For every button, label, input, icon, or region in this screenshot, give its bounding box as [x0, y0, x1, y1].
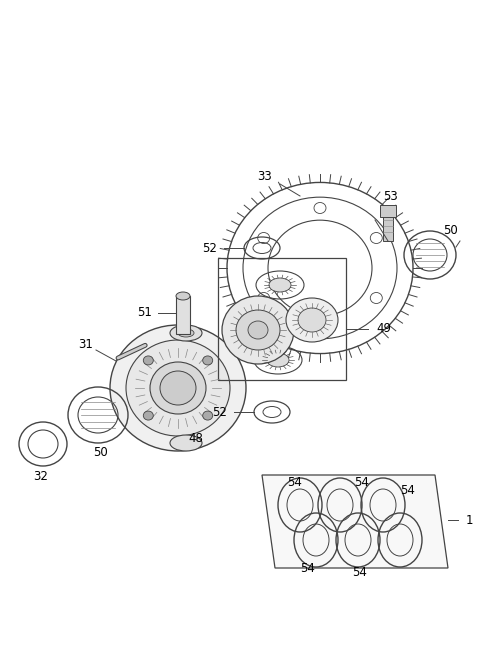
Text: 32: 32: [34, 470, 48, 483]
Text: 54: 54: [353, 565, 367, 579]
Text: 49: 49: [376, 323, 392, 335]
Ellipse shape: [269, 278, 291, 292]
Bar: [383, 215, 393, 241]
Bar: [176, 296, 190, 334]
Ellipse shape: [370, 232, 382, 243]
Ellipse shape: [314, 323, 326, 333]
Ellipse shape: [144, 356, 153, 365]
Text: 54: 54: [355, 476, 370, 489]
Ellipse shape: [150, 362, 206, 414]
Text: 48: 48: [189, 432, 204, 445]
Text: 1: 1: [466, 514, 473, 527]
Text: 51: 51: [138, 306, 153, 319]
Text: 50: 50: [443, 224, 457, 237]
Ellipse shape: [298, 308, 326, 332]
Ellipse shape: [170, 435, 202, 451]
Text: 31: 31: [79, 337, 94, 350]
Ellipse shape: [203, 356, 213, 365]
Ellipse shape: [160, 371, 196, 405]
Polygon shape: [262, 475, 448, 568]
Ellipse shape: [267, 353, 289, 367]
Ellipse shape: [144, 411, 153, 420]
Ellipse shape: [110, 325, 246, 451]
Text: 33: 33: [258, 169, 272, 182]
Ellipse shape: [222, 296, 294, 364]
Ellipse shape: [258, 232, 270, 243]
Ellipse shape: [203, 411, 213, 420]
Text: 52: 52: [213, 405, 228, 419]
Ellipse shape: [258, 293, 270, 304]
Bar: [218, 258, 346, 380]
Text: 50: 50: [93, 447, 108, 459]
Ellipse shape: [286, 298, 338, 342]
Text: 52: 52: [203, 241, 217, 255]
Ellipse shape: [178, 329, 194, 337]
Ellipse shape: [170, 325, 202, 341]
Ellipse shape: [176, 292, 190, 300]
Ellipse shape: [126, 340, 230, 436]
Text: 54: 54: [300, 562, 315, 575]
Ellipse shape: [248, 321, 268, 339]
Text: 54: 54: [288, 476, 302, 489]
Text: 54: 54: [401, 483, 415, 497]
Bar: [380, 205, 396, 217]
Ellipse shape: [236, 310, 280, 350]
Ellipse shape: [370, 293, 382, 304]
Ellipse shape: [314, 203, 326, 213]
Text: 53: 53: [383, 190, 397, 203]
